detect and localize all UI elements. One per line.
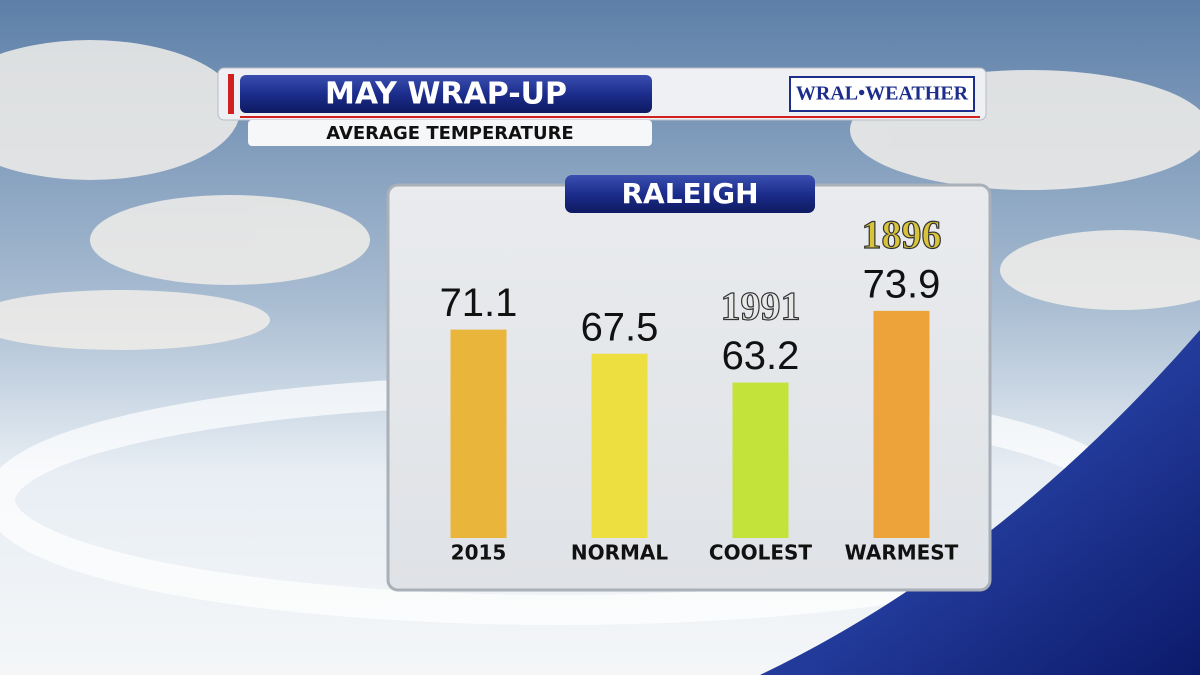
subtitle: AVERAGE TEMPERATURE bbox=[326, 123, 573, 144]
x-tick-label: WARMEST bbox=[845, 541, 959, 565]
logo-box bbox=[789, 76, 975, 112]
x-tick-label: COOLEST bbox=[709, 541, 812, 565]
logo: WRAL•WEATHER bbox=[796, 83, 969, 105]
value-label: 67.5 bbox=[581, 305, 659, 349]
subtitle-tab bbox=[248, 120, 652, 146]
header-accent bbox=[228, 74, 234, 114]
value-label: 63.2 bbox=[722, 334, 800, 378]
year-label: 1896 bbox=[862, 212, 942, 257]
panel-title-pill bbox=[565, 175, 815, 213]
swoosh bbox=[760, 330, 1200, 675]
bar bbox=[732, 382, 789, 538]
bar bbox=[591, 353, 648, 538]
title: MAY WRAP-UP bbox=[325, 77, 567, 112]
value-label: 73.9 bbox=[863, 262, 941, 306]
bar bbox=[873, 310, 930, 538]
x-tick-label: 2015 bbox=[451, 541, 507, 565]
x-tick-label: NORMAL bbox=[571, 541, 669, 565]
bar bbox=[450, 329, 507, 538]
value-label: 71.1 bbox=[440, 281, 518, 325]
year-label: 1991 bbox=[721, 284, 801, 329]
panel-title: RALEIGH bbox=[621, 177, 758, 210]
title-pill bbox=[240, 75, 652, 113]
